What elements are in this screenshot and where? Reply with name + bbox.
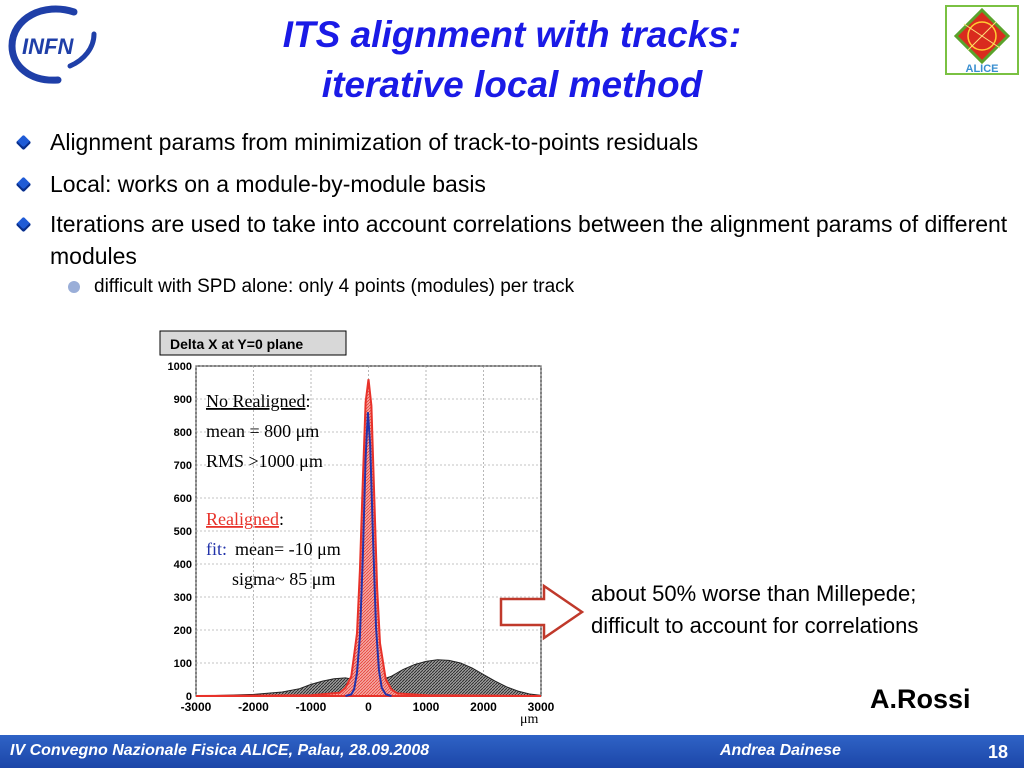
- alice-logo: ALICE: [945, 5, 1019, 75]
- sub-bullet-icon: [68, 281, 80, 293]
- y-tick-label: 600: [174, 493, 192, 505]
- svg-text:Realigned:: Realigned:: [206, 509, 284, 529]
- realigned-sigma: sigma~ 85 μm: [232, 569, 335, 589]
- y-tick-label: 900: [174, 394, 192, 406]
- comparison-note: about 50% worse than Millepede; difficul…: [591, 581, 919, 638]
- svg-text:No Realigned:: No Realigned:: [206, 391, 311, 411]
- chart-title: Delta X at Y=0 plane: [170, 336, 303, 352]
- y-tick-label: 800: [174, 427, 192, 439]
- realigned-colon: :: [279, 509, 284, 529]
- x-tick-label: -2000: [238, 700, 269, 714]
- sub-bullet-item: difficult with SPD alone: only 4 points …: [16, 274, 1016, 300]
- bullet-item: Iterations are used to take into account…: [15, 208, 1016, 272]
- svg-text:ALICE: ALICE: [966, 63, 999, 75]
- page-number: 18: [988, 742, 1009, 762]
- x-tick-label: -3000: [181, 700, 212, 714]
- y-tick-label: 1000: [168, 361, 192, 373]
- bullet-icon: [15, 216, 32, 233]
- y-tick-label: 500: [174, 526, 192, 538]
- y-tick-label: 300: [174, 592, 192, 604]
- no-realigned-mean: mean = 800 μm: [206, 421, 319, 441]
- x-tick-label: 3000: [528, 700, 555, 714]
- realigned-mean: mean= -10 μm: [235, 539, 341, 559]
- right-arrow-icon: [499, 583, 585, 641]
- footer-bar: IV Convegno Nazionale Fisica ALICE, Pala…: [0, 735, 1024, 768]
- y-tick-label: 700: [174, 460, 192, 472]
- x-tick-label: 2000: [470, 700, 497, 714]
- y-tick-label: 0: [186, 691, 192, 703]
- bullet-item: Alignment params from minimization of tr…: [15, 126, 1016, 158]
- bullet-icon: [15, 176, 32, 193]
- chart-title-box: [159, 330, 347, 356]
- slide-title-line2: iterative local method: [321, 64, 703, 105]
- infn-logo: INFN: [8, 5, 97, 84]
- y-tick-label: 400: [174, 559, 192, 571]
- y-tick-label: 100: [174, 658, 192, 670]
- y-tick-label: 200: [174, 625, 192, 637]
- bullet-list: Alignment params from minimization of tr…: [15, 126, 1016, 300]
- plot-ticks: 0 100 200 300 400 500 600 700 800 900 1000 -3000 -20…: [168, 361, 555, 714]
- x-tick-label: -1000: [296, 700, 327, 714]
- realigned-header: Realigned: [206, 509, 279, 529]
- plot-series: [195, 379, 542, 697]
- no-realigned-colon: :: [305, 391, 310, 411]
- footer-author: Andrea Dainese: [720, 742, 841, 759]
- series-realigned: [195, 379, 542, 697]
- chart-annotations: No Realigned: mean = 800 μm RMS >1000 μm…: [206, 391, 341, 589]
- bullet-icon: [15, 134, 32, 151]
- fit-label: fit:: [206, 539, 227, 559]
- no-realigned-header: No Realigned: [206, 391, 305, 411]
- svg-text:fit:mean= -10 μm: fit: mean= -10 μm: [206, 539, 341, 559]
- svg-text:INFN: INFN: [22, 34, 74, 59]
- bullet-item: Local: works on a module-by-module basis: [15, 168, 1016, 200]
- series-no-realigned: [195, 659, 542, 697]
- slide-title-line1: ITS alignment with tracks:: [282, 14, 742, 55]
- x-axis-unit: μm: [520, 712, 539, 727]
- x-tick-label: 1000: [413, 700, 440, 714]
- author-label: A.Rossi: [870, 684, 971, 714]
- footer-conference: IV Convegno Nazionale Fisica ALICE, Pala…: [10, 742, 430, 759]
- no-realigned-rms: RMS >1000 μm: [206, 451, 323, 471]
- series-fit: [345, 412, 392, 697]
- x-tick-label: 0: [365, 700, 372, 714]
- histogram-chart: Delta X at Y=0 plane 0 100 200 300 400 500 600…: [159, 330, 555, 727]
